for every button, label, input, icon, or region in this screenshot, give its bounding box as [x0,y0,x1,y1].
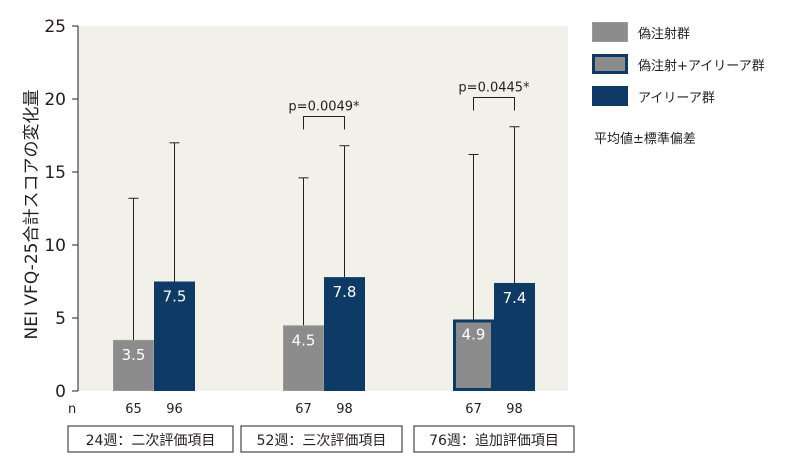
bar-sham-crossover [453,319,494,391]
group-label: 76週：追加評価項目 [429,433,559,449]
bar-value-label: 7.8 [333,283,357,301]
stat-note: 平均値±標準偏差 [594,132,696,147]
legend-label-sham: 偽注射群 [638,26,691,42]
y-tick-label: 10 [44,236,66,256]
group-label-box [240,425,403,453]
legend-label-crossover: 偽注射+アイリーア群 [638,58,765,74]
y-axis-title: NEI VFQ-25合計スコアの変化量 [22,90,42,340]
bar-value-label: 7.5 [163,288,187,306]
y-tick-label: 20 [44,90,66,110]
bar-sham [113,339,154,391]
legend-swatch-eylea [592,86,628,106]
bar-eylea [494,282,535,391]
n-value: 67 [295,402,312,417]
legend-label-eylea: アイリーア群 [638,90,715,106]
y-tick-label: 5 [55,309,66,329]
y-tick-label: 25 [44,17,66,37]
legend-swatch-crossover [592,54,628,74]
n-row-label: n [68,402,76,417]
bar-sham [283,325,324,391]
significance-bracket [303,116,345,130]
n-value: 67 [465,402,482,417]
group-label: 52週：三次評価項目 [257,433,387,449]
bar-value-label: 4.5 [292,331,316,349]
bar-value-label: 7.4 [503,289,527,307]
legend: 偽注射群 偽注射+アイリーア群 アイリーア群 [592,22,765,118]
group-label: 24週：二次評価項目 [86,433,216,449]
y-tick-label: 0 [55,382,66,402]
legend-swatch-sham [592,22,628,42]
n-value: 65 [125,402,142,417]
n-value: 98 [506,402,523,417]
legend-item-eylea: アイリーア群 [592,86,765,106]
bar-eylea [324,277,365,391]
bar-eylea [154,281,195,391]
bar-value-label: 3.5 [122,346,146,364]
y-tick-label: 15 [44,163,66,183]
bar-value-label: 4.9 [462,325,486,343]
p-value-label: p=0.0049* [288,100,360,115]
n-value: 98 [336,402,353,417]
legend-item-crossover: 偽注射+アイリーア群 [592,54,765,74]
significance-bracket [473,97,515,111]
group-label-box [413,425,575,453]
legend-item-sham: 偽注射群 [592,22,765,42]
p-value-label: p=0.0445* [458,81,530,96]
n-value: 96 [166,402,183,417]
group-label-box [67,425,234,453]
